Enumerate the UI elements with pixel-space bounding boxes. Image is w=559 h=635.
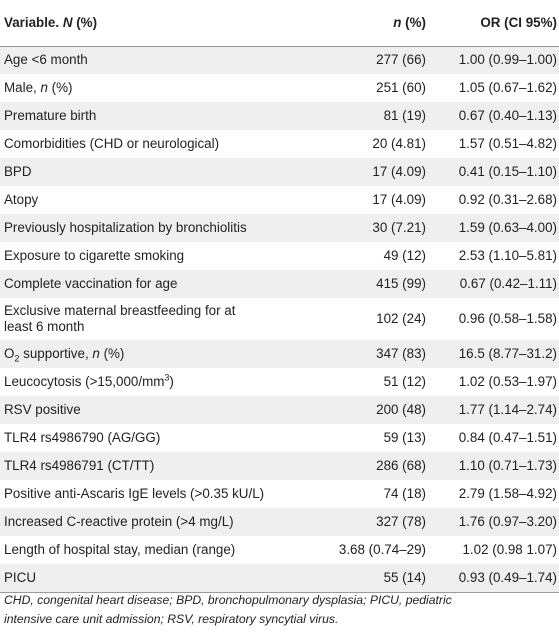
table-row: TLR4 rs4986791 (CT/TT) 286 (68) 1.10 (0.…: [0, 452, 559, 480]
cell-variable: TLR4 rs4986790 (AG/GG): [4, 430, 161, 445]
table-row: Male, n (%) 251 (60) 1.05 (0.67–1.62): [0, 74, 559, 102]
cell-odds-ratio: 16.5 (8.77–31.2): [458, 346, 557, 361]
cell-n-percent: 17 (4.09): [372, 164, 426, 179]
cell-variable: Exclusive maternal breastfeeding for at l…: [4, 303, 236, 334]
cell-n-percent: 277 (66): [376, 52, 426, 68]
cell-variable: Premature birth: [4, 108, 97, 123]
table-row: Comorbidities (CHD or neurological) 20 (…: [0, 130, 559, 158]
cell-n-percent: 251 (60): [376, 80, 426, 95]
table-row: Previously hospitalization by bronchioli…: [0, 214, 559, 242]
cell-odds-ratio: 0.67 (0.42–1.11): [459, 276, 557, 291]
cell-odds-ratio: 1.02 (0.98 1.07): [462, 542, 557, 557]
table-row: O2 supportive, n (%) 347 (83) 16.5 (8.77…: [0, 340, 559, 368]
footnote-line-1: CHD, congenital heart disease; BPD, bron…: [4, 593, 452, 607]
cell-variable: Comorbidities (CHD or neurological): [4, 136, 220, 151]
cell-n-percent: 286 (68): [376, 458, 426, 473]
table-body: Age <6 month 277 (66) 1.00 (0.99–1.00) M…: [0, 46, 559, 592]
cell-odds-ratio: 0.67 (0.40–1.13): [458, 108, 557, 123]
cell-variable: TLR4 rs4986791 (CT/TT): [4, 458, 155, 473]
cell-odds-ratio: 1.05 (0.67–1.62): [458, 80, 557, 95]
table-row: Age <6 month 277 (66) 1.00 (0.99–1.00): [0, 46, 559, 74]
data-table-container: Variable. N (%) n (%) OR (CI 95%) Age <6…: [0, 0, 559, 592]
cell-odds-ratio: 1.00 (0.99–1.00): [458, 52, 557, 68]
table-row: Positive anti-Ascaris IgE levels (>0.35 …: [0, 480, 559, 508]
cell-odds-ratio: 1.02 (0.53–1.97): [458, 374, 557, 389]
cell-variable: Increased C-reactive protein (>4 mg/L): [4, 514, 234, 529]
cell-n-percent: 3.68 (0.74–29): [338, 542, 426, 557]
cell-n-percent: 74 (18): [383, 486, 426, 501]
table-row: PICU 55 (14) 0.93 (0.49–1.74): [0, 564, 559, 592]
cell-odds-ratio: 2.53 (1.10–5.81): [458, 248, 557, 263]
cell-n-percent: 49 (12): [383, 248, 426, 263]
cell-variable: PICU: [4, 569, 36, 585]
cell-n-percent: 347 (83): [376, 346, 426, 361]
cell-n-percent: 51 (12): [383, 374, 426, 389]
cell-odds-ratio: 1.10 (0.71–1.73): [458, 458, 557, 473]
cell-variable: Complete vaccination for age: [4, 276, 178, 291]
table-header: Variable. N (%) n (%) OR (CI 95%): [0, 0, 559, 46]
cell-n-percent: 17 (4.09): [372, 192, 426, 207]
cell-variable: Previously hospitalization by bronchioli…: [4, 220, 247, 235]
cell-odds-ratio: 0.93 (0.49–1.74): [458, 569, 557, 585]
header-n-percent: n (%): [301, 0, 437, 46]
cell-odds-ratio: 1.57 (0.51–4.82): [458, 136, 557, 151]
cell-odds-ratio: 0.41 (0.15–1.10): [458, 164, 557, 179]
table-row: TLR4 rs4986790 (AG/GG) 59 (13) 0.84 (0.4…: [0, 424, 559, 452]
cell-variable: Positive anti-Ascaris IgE levels (>0.35 …: [4, 486, 265, 501]
cell-odds-ratio: 1.59 (0.63–4.00): [458, 220, 557, 235]
cell-variable: Exposure to cigarette smoking: [4, 248, 185, 263]
table-row: Exclusive maternal breastfeeding for at l…: [0, 298, 559, 340]
table-row: Premature birth 81 (19) 0.67 (0.40–1.13): [0, 102, 559, 130]
cell-variable: RSV positive: [4, 402, 81, 417]
cell-n-percent: 200 (48): [376, 402, 426, 417]
table-row: BPD 17 (4.09) 0.41 (0.15–1.10): [0, 158, 559, 186]
cell-n-percent: 327 (78): [376, 514, 426, 529]
table-row: Complete vaccination for age 415 (99) 0.…: [0, 270, 559, 298]
cell-n-percent: 59 (13): [383, 430, 426, 445]
table-row: Atopy 17 (4.09) 0.92 (0.31–2.68): [0, 186, 559, 214]
cell-odds-ratio: 0.84 (0.47–1.51): [458, 430, 557, 445]
table-row: Exposure to cigarette smoking 49 (12) 2.…: [0, 242, 559, 270]
cell-odds-ratio: 1.77 (1.14–2.74): [458, 402, 557, 417]
cell-n-percent: 30 (7.21): [372, 220, 426, 235]
cell-variable: Leucocytosis (>15,000/mm3): [4, 372, 174, 389]
cell-variable: O2 supportive, n (%): [4, 346, 125, 364]
header-row: Variable. N (%) n (%) OR (CI 95%): [0, 0, 559, 46]
cell-n-percent: 81 (19): [383, 108, 426, 123]
header-variable: Variable. N (%): [0, 0, 301, 46]
cell-n-percent: 102 (24): [376, 311, 426, 326]
cell-variable: Age <6 month: [4, 52, 88, 68]
cell-variable: Length of hospital stay, median (range): [4, 542, 236, 557]
header-odds-ratio: OR (CI 95%): [437, 0, 559, 46]
cell-odds-ratio: 1.76 (0.97–3.20): [458, 514, 557, 529]
table-row: Increased C-reactive protein (>4 mg/L) 3…: [0, 508, 559, 536]
cell-odds-ratio: 0.96 (0.58–1.58): [458, 311, 557, 326]
cell-n-percent: 415 (99): [376, 276, 426, 291]
footnote-line-2: intensive care unit admission; RSV, resp…: [4, 612, 339, 626]
cell-odds-ratio: 0.92 (0.31–2.68): [458, 192, 557, 207]
results-table: Variable. N (%) n (%) OR (CI 95%) Age <6…: [0, 0, 559, 592]
cell-odds-ratio: 2.79 (1.58–4.92): [458, 486, 557, 501]
cell-variable: Atopy: [4, 192, 39, 207]
cell-n-percent: 20 (4.81): [372, 136, 426, 151]
table-row: Leucocytosis (>15,000/mm3) 51 (12) 1.02 …: [0, 368, 559, 396]
table-footnote: CHD, congenital heart disease; BPD, bron…: [4, 591, 556, 629]
table-row: RSV positive 200 (48) 1.77 (1.14–2.74): [0, 396, 559, 424]
table-row: Length of hospital stay, median (range) …: [0, 536, 559, 564]
cell-variable: BPD: [4, 164, 32, 179]
cell-n-percent: 55 (14): [383, 569, 426, 585]
cell-variable: Male, n (%): [4, 80, 73, 95]
